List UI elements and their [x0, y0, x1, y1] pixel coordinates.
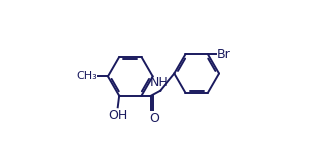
Text: CH₃: CH₃ — [77, 71, 97, 81]
Text: OH: OH — [108, 109, 127, 122]
Text: NH: NH — [150, 76, 169, 88]
Text: Br: Br — [216, 48, 230, 61]
Text: O: O — [149, 112, 160, 125]
